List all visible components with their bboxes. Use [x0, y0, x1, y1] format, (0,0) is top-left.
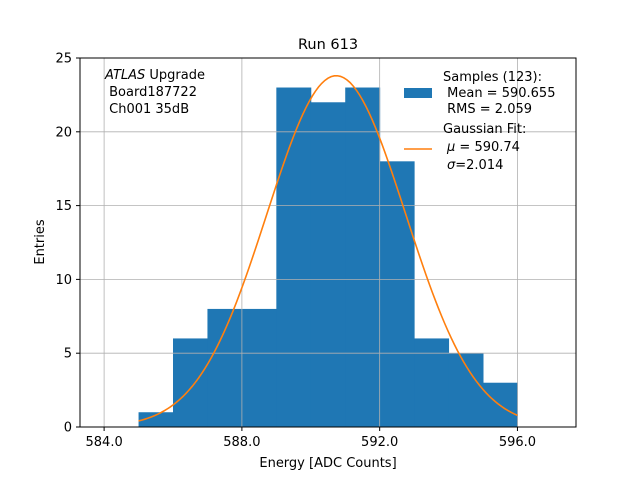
- annotation-line-1: ATLAS Upgrade: [104, 68, 205, 83]
- x-tick-label: 584.0: [86, 435, 123, 450]
- legend-mu-symbol: μ: [446, 140, 455, 155]
- x-axis-label: Energy [ADC Counts]: [259, 456, 396, 471]
- legend-samples-rms: RMS = 2.059: [443, 102, 532, 117]
- histogram-bar: [173, 338, 208, 427]
- y-axis-label: Entries: [33, 219, 48, 265]
- legend-fit-sigma: σ=2.014: [447, 158, 503, 173]
- histogram-bar: [345, 87, 381, 428]
- chart-title: Run 613: [298, 37, 358, 53]
- y-tick-label: 25: [55, 52, 72, 67]
- x-tick-label: 588.0: [223, 435, 260, 450]
- plot-frame: [79, 57, 577, 428]
- histogram-bar: [379, 161, 415, 427]
- histogram-bar: [448, 353, 484, 427]
- legend-sigma-symbol: σ: [447, 158, 456, 173]
- legend-fit-title: Gaussian Fit:: [443, 122, 526, 137]
- histogram-bar: [241, 308, 277, 427]
- gaussian-fit: [138, 74, 518, 422]
- x-tick-label: 592.0: [361, 435, 398, 450]
- histogram-bar: [414, 338, 450, 427]
- legend-samples-title: Samples (123):: [443, 70, 542, 85]
- y-tick-label: 20: [55, 125, 72, 140]
- legend-sigma-value: =2.014: [455, 158, 503, 173]
- y-tick-label: 10: [55, 273, 72, 288]
- annotation-upgrade: Upgrade: [145, 68, 205, 83]
- annotation-line-3: Ch001 35dB: [105, 102, 189, 117]
- y-tick-label: 5: [64, 347, 72, 362]
- y-tick-label: 0: [64, 421, 72, 436]
- histogram-bar: [138, 412, 174, 427]
- histogram-bar: [310, 102, 346, 427]
- histogram-bars: [138, 87, 518, 428]
- legend-mu-value: = 590.74: [455, 140, 520, 155]
- y-tick-label: 15: [55, 199, 72, 214]
- x-tick-label: 596.0: [499, 435, 536, 450]
- legend-samples-swatch: [404, 88, 432, 98]
- legend-samples-mean: Mean = 590.655: [443, 86, 555, 101]
- legend: Samples (123): Mean = 590.655 RMS = 2.05…: [404, 70, 555, 173]
- histogram-bar: [276, 87, 312, 428]
- axis-ticks: 584.0 588.0 592.0 596.0 0 5 10 15 20 25: [55, 52, 536, 451]
- legend-fit-mu: μ = 590.74: [446, 140, 520, 155]
- annotation-atlas: ATLAS: [104, 68, 145, 83]
- histogram-bar: [207, 308, 243, 427]
- annotation-line-2: Board187722: [105, 85, 197, 100]
- annotation-text: ATLAS Upgrade Board187722 Ch001 35dB: [104, 68, 205, 117]
- gaussian-fit-curve: [138, 74, 518, 422]
